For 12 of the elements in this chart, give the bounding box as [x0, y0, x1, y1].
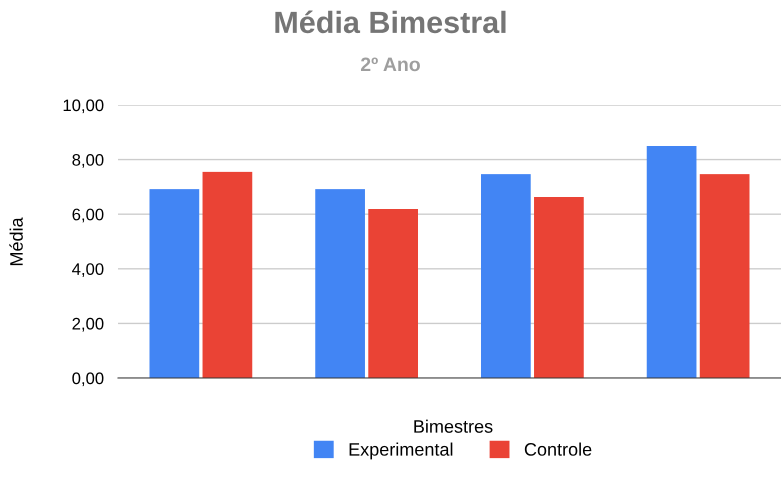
- y-axis-title: Média: [9, 217, 23, 266]
- legend-label: Controle: [524, 442, 592, 456]
- chart-title: Média Bimestral: [275, 10, 506, 34]
- y-tick-label: 6,00: [72, 208, 104, 222]
- y-tick-label: 10,00: [64, 99, 104, 114]
- y-tick-label: 2,00: [72, 318, 104, 332]
- chart-subtitle: 2º Ano: [360, 57, 420, 72]
- legend-label: Experimental: [350, 442, 452, 460]
- y-tick-label: 4,00: [72, 263, 104, 277]
- y-tick-label: 8,00: [72, 154, 104, 168]
- y-tick-label: 0,00: [72, 372, 104, 386]
- x-axis-title: Bimestres: [414, 420, 492, 433]
